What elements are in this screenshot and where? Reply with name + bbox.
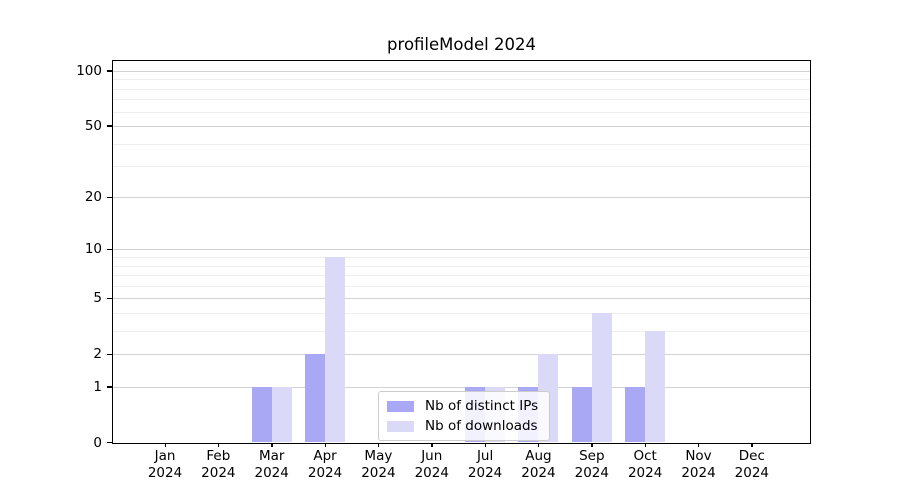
minor-gridline [113,88,810,90]
y-tick-label: 5 [93,290,102,307]
x-tick-mark [591,443,593,447]
legend-item-downloads: Nb of downloads [387,418,538,434]
bar [571,386,592,443]
plot-area [112,60,811,444]
legend-item-distinct-ips: Nb of distinct IPs [387,398,538,414]
x-tick-mark [217,443,220,447]
minor-gridline [113,330,810,332]
x-tick-label: Jul 2024 [467,448,503,481]
y-tick-mark [107,297,112,300]
x-tick-label: May 2024 [361,448,396,481]
bar [625,386,646,443]
legend: Nb of distinct IPs Nb of downloads [378,391,551,441]
y-tick-mark [107,125,112,127]
y-tick-mark [107,386,112,388]
x-tick-mark [271,443,273,447]
minor-gridline [113,143,810,145]
minor-gridline [113,312,810,314]
x-tick-mark [698,443,700,447]
y-tick-mark [107,196,112,199]
bar [645,330,666,443]
major-gridline [113,354,810,356]
bar [271,386,292,443]
bar [591,312,612,443]
y-tick-label: 20 [84,189,102,206]
x-tick-mark [484,443,486,447]
minor-gridline [113,257,810,259]
minor-gridline [113,111,810,113]
x-tick-label: Nov 2024 [681,448,716,481]
major-gridline [113,70,810,72]
y-tick-mark [107,353,112,355]
x-tick-mark [751,443,753,447]
legend-label-distinct-ips: Nb of distinct IPs [425,398,539,414]
x-tick-mark [377,443,380,447]
x-tick-label: Mar 2024 [254,448,289,481]
y-tick-label: 1 [93,378,102,395]
major-gridline [113,298,810,300]
x-tick-mark [644,443,647,447]
y-tick-mark [107,442,112,444]
minor-gridline [113,166,810,168]
bar [251,386,272,443]
bar [325,257,346,443]
minor-gridline [113,265,810,267]
minor-gridline [113,285,810,287]
minor-gridline [113,275,810,277]
x-tick-label: Aug 2024 [521,448,556,481]
major-gridline [113,249,810,251]
x-tick-label: Apr 2024 [307,448,343,481]
minor-gridline [113,99,810,101]
major-gridline [113,125,810,127]
chart-title: profileModel 2024 [387,35,536,54]
x-tick-mark [431,443,433,447]
legend-swatch-downloads [387,420,414,432]
x-tick-label: Feb 2024 [201,448,236,481]
bar [305,354,326,443]
x-tick-mark [164,443,166,447]
x-tick-label: Jan 2024 [147,448,183,481]
y-tick-label: 100 [76,62,102,79]
x-tick-mark [324,443,326,447]
x-tick-label: Dec 2024 [734,448,770,481]
x-tick-label: Jun 2024 [414,448,449,481]
x-tick-label: Oct 2024 [627,448,663,481]
major-gridline [113,386,810,388]
y-tick-mark [107,70,112,72]
y-tick-mark [107,248,112,251]
y-tick-label: 2 [93,346,102,363]
legend-label-downloads: Nb of downloads [425,418,538,434]
y-tick-label: 10 [84,241,102,258]
x-tick-mark [537,443,540,447]
x-tick-label: Sep 2024 [574,448,609,481]
y-tick-label: 0 [93,434,102,451]
y-tick-label: 50 [84,117,102,134]
legend-swatch-distinct-ips [387,400,414,412]
minor-gridline [113,79,810,81]
major-gridline [113,197,810,199]
